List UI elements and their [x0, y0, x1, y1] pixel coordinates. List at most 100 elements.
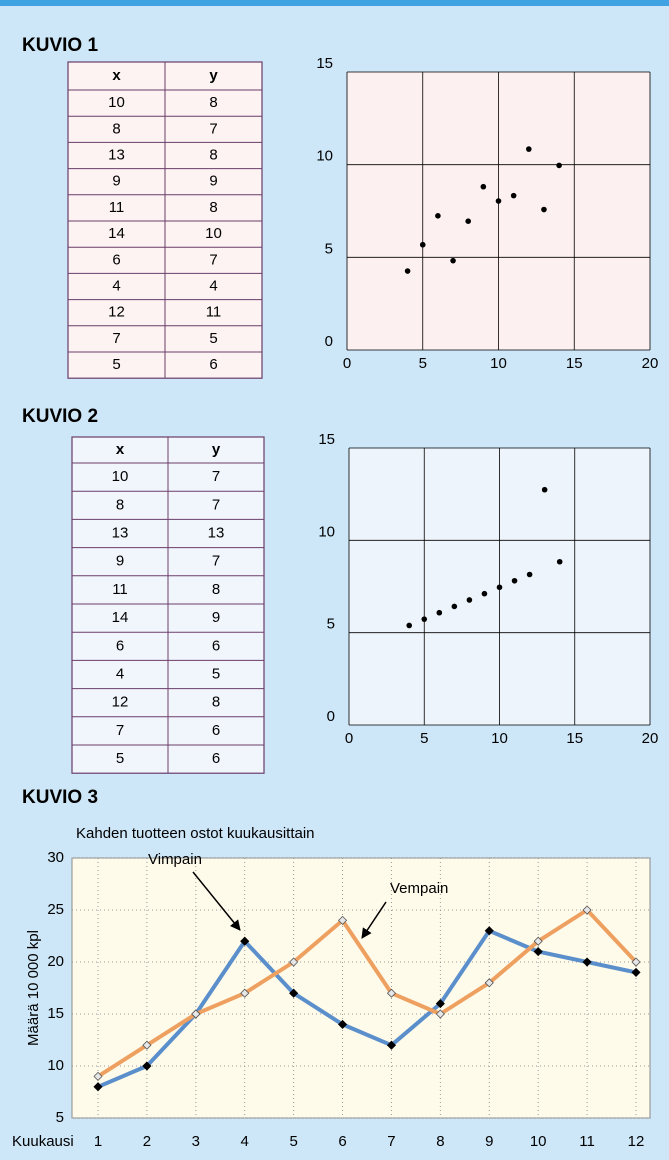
y-tick-label: 15 — [316, 55, 333, 72]
marker — [582, 905, 592, 915]
marker — [240, 988, 250, 998]
y-tick-label: 0 — [327, 708, 335, 725]
point — [404, 268, 411, 274]
y-tick-label: 25 — [47, 901, 64, 918]
arrow — [192, 871, 241, 931]
x-tick-label: 5 — [420, 730, 428, 747]
marker — [484, 926, 494, 936]
point — [406, 622, 413, 629]
point — [541, 206, 547, 213]
point — [421, 616, 428, 622]
marker — [533, 947, 543, 957]
table-cell: 6 — [209, 356, 217, 373]
table-cell: 9 — [209, 173, 217, 190]
table-cell: 5 — [116, 750, 124, 767]
table-cell: 9 — [112, 173, 120, 190]
table-cell: 8 — [116, 496, 124, 513]
y-tick-label: 15 — [318, 431, 335, 448]
y-tick-label: 5 — [327, 616, 335, 633]
series-line — [97, 928, 637, 1089]
marker — [93, 1082, 103, 1092]
marker — [484, 978, 494, 988]
table-cell: 10 — [205, 225, 222, 242]
table-cell: 13 — [112, 524, 129, 541]
x-axis-label: Kuukausi — [12, 1133, 74, 1150]
table-header: y — [212, 441, 221, 458]
marker — [142, 1040, 152, 1050]
x-tick-label: 4 — [241, 1133, 249, 1150]
marker — [533, 936, 543, 946]
x-tick-label: 15 — [566, 730, 583, 747]
table: x y 10 8 8 7 13 8 9 9 11 8 14 10 6 7 4 4 12 11 7 5 5 6 — [67, 61, 263, 379]
x-tick-label: 12 — [628, 1133, 645, 1150]
series-label: Vempain — [390, 880, 448, 897]
point — [495, 198, 502, 204]
x-tick-label: 0 — [343, 355, 351, 372]
x-tick-label: 20 — [642, 355, 659, 372]
point — [419, 241, 426, 248]
x-tick-label: 10 — [491, 730, 508, 747]
x-tick-label: 11 — [579, 1133, 595, 1150]
x-tick-label: 3 — [192, 1133, 200, 1150]
marker — [435, 999, 445, 1009]
table-cell: 4 — [116, 665, 124, 682]
table-cell: 10 — [108, 94, 125, 111]
point — [526, 571, 533, 578]
point — [451, 603, 458, 610]
point — [510, 192, 517, 199]
point — [480, 183, 487, 190]
x-tick-label: 10 — [530, 1133, 547, 1150]
table-cell: 13 — [208, 524, 225, 541]
table-cell: 6 — [112, 251, 120, 268]
table-cell: 4 — [112, 277, 120, 294]
series-line — [96, 908, 638, 1079]
table-cell: 5 — [212, 665, 220, 682]
marker — [386, 988, 397, 998]
point — [496, 584, 503, 591]
table-cell: 6 — [212, 637, 220, 654]
y-tick-label: 30 — [47, 849, 64, 866]
point — [435, 213, 441, 219]
table-cell: 9 — [116, 553, 124, 570]
table-header: x — [116, 441, 125, 458]
x-tick-label: 8 — [436, 1133, 444, 1150]
marker — [337, 915, 348, 925]
point — [466, 597, 473, 603]
point — [541, 486, 548, 493]
heading: KUVIO 2 — [22, 406, 98, 427]
table-cell: 5 — [112, 356, 120, 373]
y-tick-label: 20 — [47, 953, 64, 970]
table-cell: 12 — [108, 304, 125, 321]
x-tick-label: 5 — [419, 355, 427, 372]
table-cell: 11 — [112, 581, 128, 598]
chart-title: Kahden tuotteen ostot kuukausittain — [76, 825, 315, 842]
table-cell: 7 — [212, 496, 220, 513]
marker — [631, 957, 641, 967]
x-tick-label: 15 — [566, 355, 583, 372]
marker — [289, 988, 299, 998]
table-cell: 14 — [112, 609, 129, 626]
table-cell: 8 — [209, 146, 217, 163]
table-cell: 8 — [112, 120, 120, 137]
plot-area — [71, 857, 651, 1119]
x-tick-label: 1 — [94, 1133, 102, 1150]
x-tick-label: 20 — [642, 730, 659, 747]
y-tick-label: 10 — [316, 148, 333, 165]
x-tick-label: 10 — [490, 355, 507, 372]
y-tick-label: 5 — [56, 1109, 64, 1126]
marker — [435, 1009, 445, 1019]
x-tick-label: 5 — [289, 1133, 297, 1150]
marker — [582, 957, 592, 967]
table-cell: 7 — [209, 120, 217, 137]
point — [556, 162, 562, 169]
marker — [93, 1071, 103, 1081]
arrow — [361, 901, 387, 939]
table: x y 10 7 8 7 13 13 9 7 11 8 14 9 6 6 4 5 12 8 7 6 5 6 — [71, 436, 265, 774]
table-cell: 8 — [212, 581, 220, 598]
y-tick-label: 15 — [47, 1005, 64, 1022]
table-cell: 8 — [212, 694, 220, 711]
table-cell: 7 — [212, 553, 220, 570]
x-tick-label: 6 — [338, 1133, 346, 1150]
table-cell: 9 — [212, 609, 220, 626]
